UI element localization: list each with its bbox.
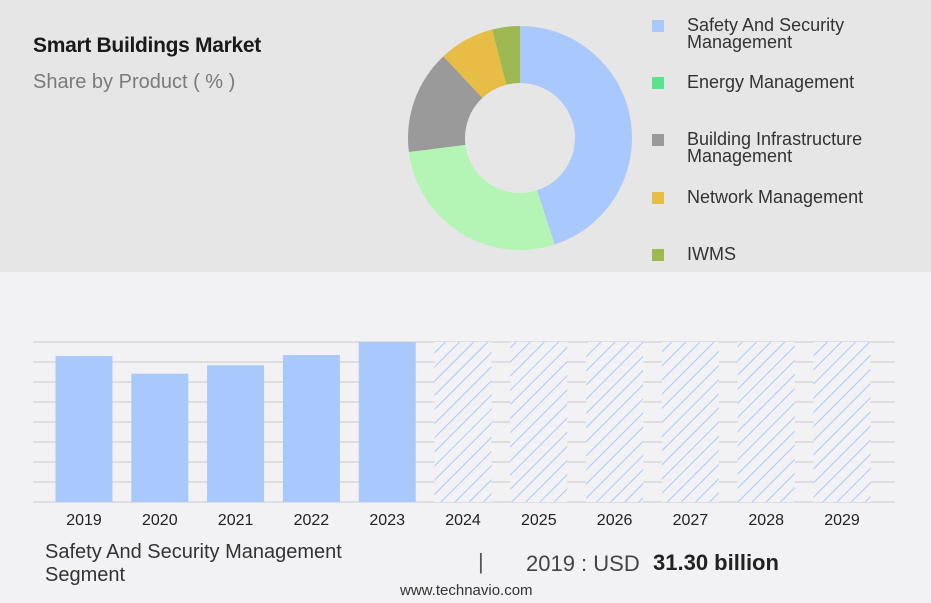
legend-swatch	[652, 77, 664, 89]
x-tick-label: 2023	[369, 512, 405, 529]
forecast-bar-2025	[510, 342, 568, 502]
donut-chart	[408, 26, 633, 251]
bar-2022	[282, 355, 340, 502]
x-tick-label: 2020	[142, 512, 178, 529]
forecast-bar-2027	[661, 342, 719, 502]
bar-2023	[358, 342, 416, 502]
forecast-bar-2026	[586, 342, 644, 502]
x-tick-label: 2026	[597, 512, 633, 529]
x-tick-label: 2022	[294, 512, 330, 529]
chart-subtitle: Share by Product ( % )	[33, 71, 236, 93]
donut-legend: Safety And Security Management Energy Mana…	[652, 0, 922, 272]
donut-slice-3	[408, 56, 483, 153]
bar-2020	[131, 373, 189, 502]
x-tick-label: 2021	[218, 512, 254, 529]
footer-separator: |	[478, 549, 484, 574]
forecast-bar-2028	[737, 342, 795, 502]
bar-chart: 2019 2020 2021 2022 2023 2024 2025 2026 2027 2028…	[33, 341, 895, 529]
segment-name: Safety And Security Management Segment	[45, 541, 342, 586]
website-link[interactable]: www.technavio.com	[400, 582, 533, 599]
donut-slice-4	[443, 29, 507, 98]
x-tick-label: 2027	[673, 512, 709, 529]
legend-swatch	[652, 249, 664, 261]
bar-2021	[207, 365, 265, 502]
donut-slice-5	[492, 26, 520, 85]
chart-title: Smart Buildings Market	[33, 34, 261, 57]
legend-label: Building Infrastructure Management	[687, 129, 863, 166]
forecast-bar-2024	[434, 342, 492, 502]
x-tick-label: 2028	[748, 512, 784, 529]
x-tick-label: 2019	[66, 512, 102, 529]
legend-label: IWMS	[687, 244, 736, 264]
donut-slice-1	[520, 26, 633, 245]
legend-swatch	[652, 20, 664, 32]
legend-label: Network Management	[687, 187, 864, 207]
footer-value: 31.30 billion	[653, 550, 779, 575]
legend-label: Safety And Security Management	[687, 15, 845, 52]
forecast-bar-2029	[813, 342, 871, 502]
footer-year-label: 2019 : USD	[526, 551, 640, 576]
x-tick-label: 2025	[521, 512, 557, 529]
donut-slice-2	[408, 144, 555, 251]
legend-swatch	[652, 134, 664, 146]
x-tick-label: 2024	[445, 512, 481, 529]
x-tick-label: 2029	[824, 512, 860, 529]
legend-swatch	[652, 192, 664, 204]
legend-label: Energy Management	[687, 72, 855, 92]
bar-2019	[55, 355, 113, 502]
